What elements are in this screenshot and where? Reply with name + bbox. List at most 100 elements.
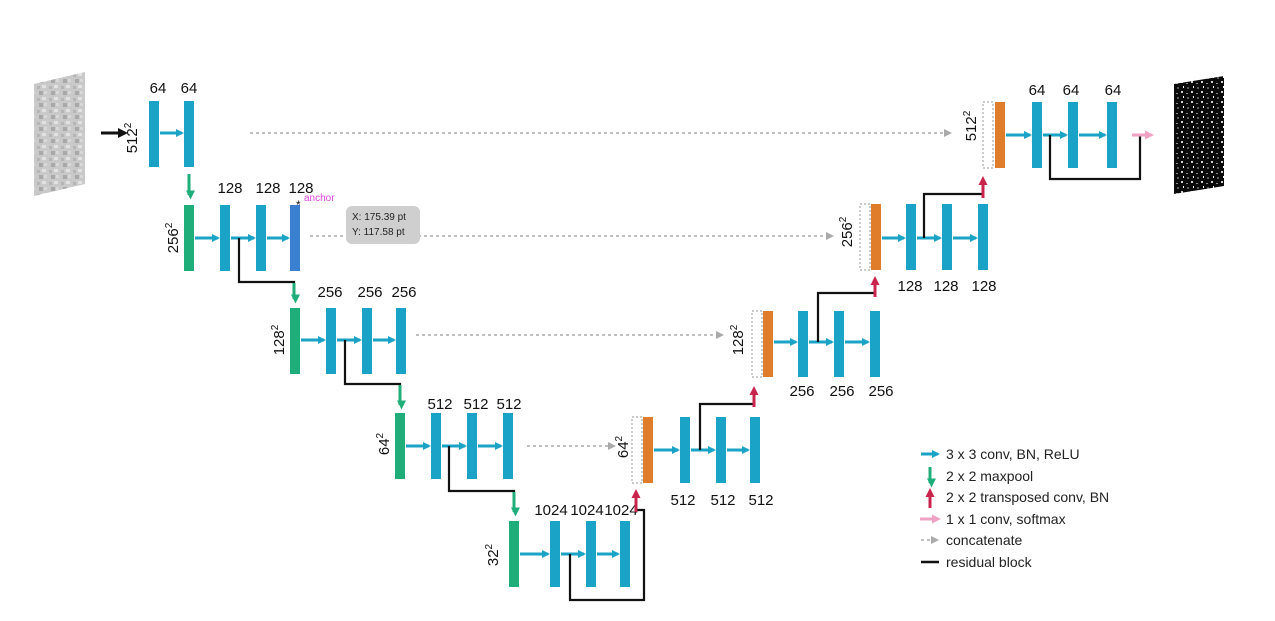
tooltip-y-value: Y: 117.58 pt xyxy=(352,227,405,238)
feature-map xyxy=(586,521,596,587)
feature-map xyxy=(184,101,194,167)
feature-map xyxy=(467,413,477,479)
feature-map xyxy=(149,101,159,167)
residual-block-line xyxy=(698,402,754,450)
feature-map xyxy=(256,205,266,271)
feature-map-selected[interactable] xyxy=(290,205,300,271)
resolution-label: 2562 xyxy=(838,216,856,247)
upsampled-map xyxy=(871,204,881,270)
channel-label: 256 xyxy=(829,383,854,400)
feature-map xyxy=(680,417,690,483)
legend-label: 2 x 2 transposed conv, BN xyxy=(946,489,1109,505)
feature-map xyxy=(978,204,988,270)
feature-map xyxy=(396,308,406,374)
feature-map xyxy=(1032,102,1042,168)
resolution-label: 642 xyxy=(614,435,632,458)
encoder-level-1: 5122 64 64 xyxy=(123,80,198,200)
resolution-label: 322 xyxy=(484,543,502,566)
channel-label: 512 xyxy=(748,492,773,509)
feature-map xyxy=(503,413,513,479)
channel-label: 256 xyxy=(317,284,342,301)
channel-label: 512 xyxy=(427,396,452,413)
channel-label: 128 xyxy=(933,278,958,295)
channel-label: 64 xyxy=(1105,82,1122,99)
legend-label: 2 x 2 maxpool xyxy=(946,468,1033,484)
coordinate-tooltip: X: 175.39 pt Y: 117.58 pt xyxy=(346,206,420,244)
concatenated-skip-map xyxy=(631,416,643,484)
channel-label: 256 xyxy=(789,383,814,400)
channel-label: 512 xyxy=(463,396,488,413)
decoder-level-1: 5122 64 64 64 xyxy=(962,82,1154,181)
channel-label: 1024 xyxy=(604,502,637,519)
channel-label: 64 xyxy=(1063,82,1080,99)
encoder-level-4: 642 512 512 512 xyxy=(375,396,522,517)
upsampled-map xyxy=(763,311,773,377)
channel-label: 64 xyxy=(150,80,167,97)
feature-map xyxy=(431,413,441,479)
channel-label: 256 xyxy=(357,284,382,301)
channel-label: 64 xyxy=(181,80,198,97)
input-image xyxy=(34,72,85,196)
resolution-label: 5122 xyxy=(123,122,141,153)
channel-label: 128 xyxy=(255,180,280,197)
feature-map xyxy=(942,204,952,270)
feature-map xyxy=(798,311,808,377)
concatenated-skip-map xyxy=(859,203,871,271)
channel-label: 128 xyxy=(217,180,242,197)
channel-label: 512 xyxy=(710,492,735,509)
channel-label: 128 xyxy=(897,278,922,295)
pooled-map xyxy=(509,521,519,587)
channel-label: 128 xyxy=(971,278,996,295)
feature-map xyxy=(906,204,916,270)
legend-label: concatenate xyxy=(946,532,1022,548)
channel-label: 256 xyxy=(868,383,893,400)
channel-label: 512 xyxy=(496,396,521,413)
upsampled-map xyxy=(995,102,1005,168)
feature-map xyxy=(220,205,230,271)
concatenated-skip-map xyxy=(751,310,763,378)
feature-map xyxy=(1068,102,1078,168)
concatenated-skip-map xyxy=(982,101,994,169)
feature-map xyxy=(620,521,630,587)
residual-block-line xyxy=(568,508,646,602)
residual-block-line xyxy=(922,192,983,238)
decoder-level-3: 1282 256 256 256 xyxy=(729,276,894,400)
residual-block-line xyxy=(816,291,875,342)
resolution-label: 2562 xyxy=(164,222,182,253)
channel-label: 128 xyxy=(288,180,313,197)
residual-block-line xyxy=(237,238,296,297)
legend: 3 x 3 conv, BN, ReLU 2 x 2 maxpool 2 x 2… xyxy=(920,446,1109,570)
residual-block-line xyxy=(1048,135,1142,181)
feature-map xyxy=(326,308,336,374)
channel-label: 1024 xyxy=(534,502,567,519)
channel-label: 256 xyxy=(391,284,416,301)
feature-map xyxy=(362,308,372,374)
pooled-map xyxy=(395,413,405,479)
decoder-level-4: 642 512 512 512 xyxy=(614,386,774,509)
channel-label: 64 xyxy=(1029,82,1046,99)
resolution-label: 642 xyxy=(375,432,393,455)
feature-map xyxy=(870,311,880,377)
decoder-level-2: 2562 128 128 128 xyxy=(838,176,997,295)
pooled-map xyxy=(290,308,300,374)
resolution-label: 1282 xyxy=(729,324,747,355)
tooltip-x-value: X: 175.39 pt xyxy=(352,212,406,223)
channel-label: 1024 xyxy=(570,502,603,519)
resolution-label: 5122 xyxy=(962,110,980,141)
upsampled-map xyxy=(643,417,653,483)
encoder-level-2: 2562 128 128 128 * anchor xyxy=(164,180,335,304)
resolution-label: 1282 xyxy=(270,324,288,355)
feature-map xyxy=(1107,102,1117,168)
feature-map xyxy=(834,311,844,377)
feature-map xyxy=(750,417,760,483)
output-image xyxy=(1174,76,1224,194)
pooled-map xyxy=(184,205,194,271)
encoder-level-3: 1282 256 256 256 xyxy=(270,284,417,410)
anchor-label: anchor xyxy=(304,193,335,204)
channel-label: 512 xyxy=(670,492,695,509)
bottleneck-level-5: 322 1024 1024 1024 xyxy=(484,489,646,602)
feature-map xyxy=(716,417,726,483)
residual-block-line xyxy=(343,340,402,398)
anchor-marker-icon: * xyxy=(296,198,301,212)
